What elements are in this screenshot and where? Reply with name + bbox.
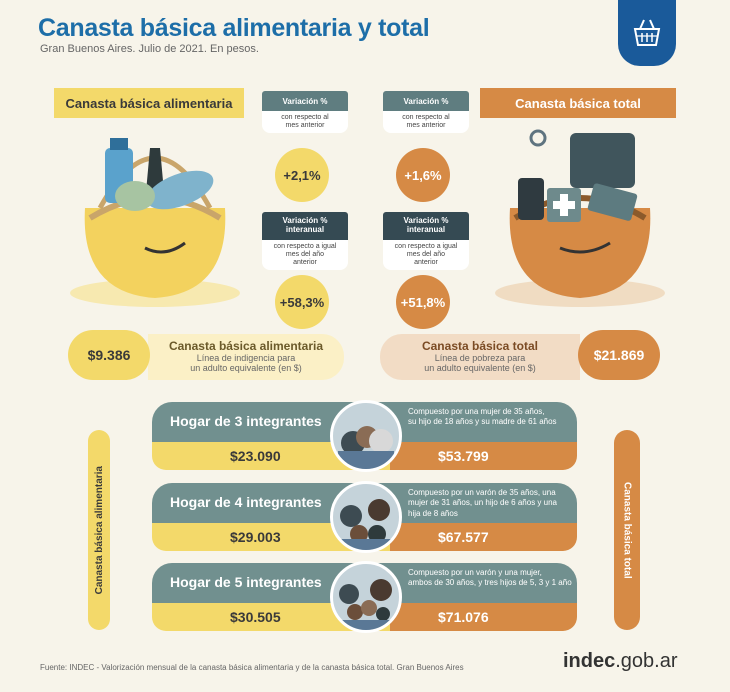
cbt-yearly-value: +51,8% [396, 275, 450, 329]
shopping-basket-icon [633, 19, 661, 46]
page-subtitle: Gran Buenos Aires. Julio de 2021. En pes… [40, 43, 259, 55]
variation-sub-line: con respecto al [402, 114, 450, 121]
cba-yearly-variation: Variación % interanual con respecto a igu… [262, 212, 348, 271]
cbt-yearly-variation: Variación % interanual con respecto a igu… [383, 212, 469, 271]
cbt-box-desc: Línea de pobreza para [434, 353, 526, 363]
cba-side-text: Canasta básica alimentaria [93, 465, 105, 595]
household-description: Compuesto por una mujer de 35 años, su h… [408, 407, 573, 428]
indec-brand[interactable]: indec.gob.ar [563, 650, 678, 673]
family-illustration [338, 579, 394, 630]
cbt-side-text: Canasta básica total [621, 481, 633, 579]
variation-sub-line: con respecto a igual [394, 243, 458, 250]
variation-subtitle: con respecto a igual mes del año anterio… [383, 240, 469, 271]
variation-sub-line: anterior [293, 259, 317, 267]
family-illustration [338, 426, 394, 469]
household-desc-line: hija de 8 años [408, 508, 458, 518]
variation-sub-line: con respecto a igual [273, 243, 337, 250]
family-photo [330, 561, 402, 633]
food-basket-illustration [70, 138, 240, 307]
page-title: Canasta básica alimentaria y total [38, 14, 430, 42]
cba-monthly-value: +2,1% [275, 148, 329, 202]
household-title: Hogar de 3 integrantes [170, 413, 322, 429]
variation-title: Variación % [262, 91, 348, 111]
household-cbt-value: $67.577 [390, 523, 577, 551]
cba-monthly-variation: Variación % con respecto al mes anterior [262, 91, 348, 134]
cbt-box-desc: un adulto equivalente (en $) [424, 363, 536, 374]
household-description: Compuesto por un varón de 35 años, una m… [408, 488, 573, 519]
logo-badge [618, 0, 676, 66]
variation-title: Variación % interanual [383, 212, 469, 240]
household-desc-line: Compuesto por un varón y una mujer, [408, 568, 542, 577]
variation-title-line: interanual [406, 225, 446, 234]
variation-sub-line: mes del año [406, 251, 446, 259]
household-title: Hogar de 4 integrantes [170, 494, 322, 510]
variation-sub-line: mes anterior [406, 122, 446, 130]
variation-title-line: Variación % [282, 216, 328, 226]
household-desc-line: Compuesto por una mujer de 35 años, [408, 407, 545, 416]
cbt-box-title: Canasta básica total [421, 339, 539, 353]
cbt-header: Canasta básica total [480, 88, 676, 118]
household-description: Compuesto por un varón y una mujer, ambo… [408, 568, 573, 589]
cbt-monthly-variation: Variación % con respecto al mes anterior [383, 91, 469, 134]
family-photo [330, 481, 402, 553]
cbt-adult-value: $21.869 [578, 330, 660, 380]
cba-box-title: Canasta básica alimentaria [168, 339, 324, 353]
variation-sub-line: con respecto al [281, 114, 329, 121]
cba-description-box: Canasta básica alimentaria Línea de indi… [148, 334, 344, 380]
variation-subtitle: con respecto a igual mes del año anterio… [262, 240, 348, 271]
family-illustration [338, 499, 394, 550]
cba-header: Canasta básica alimentaria [54, 88, 244, 118]
total-basket-illustration [495, 129, 665, 307]
cba-side-label: Canasta básica alimentaria [88, 430, 110, 630]
household-desc-line: ambos de 30 años, y tres hijos de 5, 3 y… [408, 578, 572, 588]
cbt-description-box: Canasta básica total Línea de pobreza pa… [380, 334, 580, 380]
household-cbt-value: $71.076 [390, 603, 577, 631]
cba-yearly-value: +58,3% [275, 275, 329, 329]
variation-sub-line: anterior [414, 259, 438, 267]
cbt-side-label: Canasta básica total [614, 430, 640, 630]
indec-brand-domain: .gob.ar [615, 650, 678, 672]
cba-adult-value: $9.386 [68, 330, 150, 380]
household-desc-line: su hijo de 18 años y su madre de 61 años [408, 417, 557, 427]
variation-sub-line: mes anterior [285, 122, 325, 130]
household-title: Hogar de 5 integrantes [170, 574, 322, 590]
variation-title-line: Variación % [403, 216, 449, 226]
household-desc-line: Compuesto por un varón de 35 años, una [408, 488, 556, 497]
variation-title: Variación % interanual [262, 212, 348, 240]
variation-subtitle: con respecto al mes anterior [262, 111, 348, 134]
household-cbt-value: $53.799 [390, 442, 577, 470]
family-photo [330, 400, 402, 472]
variation-title-line: interanual [285, 225, 325, 234]
cbt-monthly-value: +1,6% [396, 148, 450, 202]
indec-brand-bold: indec [563, 650, 616, 672]
cba-box-desc: Línea de indigencia para [196, 353, 296, 363]
variation-subtitle: con respecto al mes anterior [383, 111, 469, 134]
source-footer: Fuente: INDEC - Valorización mensual de … [40, 663, 464, 672]
variation-title: Variación % [383, 91, 469, 111]
cba-box-desc: un adulto equivalente (en $) [190, 363, 302, 374]
variation-sub-line: mes del año [285, 251, 325, 259]
household-desc-line: mujer de 31 años, un hijo de 6 años y un… [408, 498, 557, 508]
